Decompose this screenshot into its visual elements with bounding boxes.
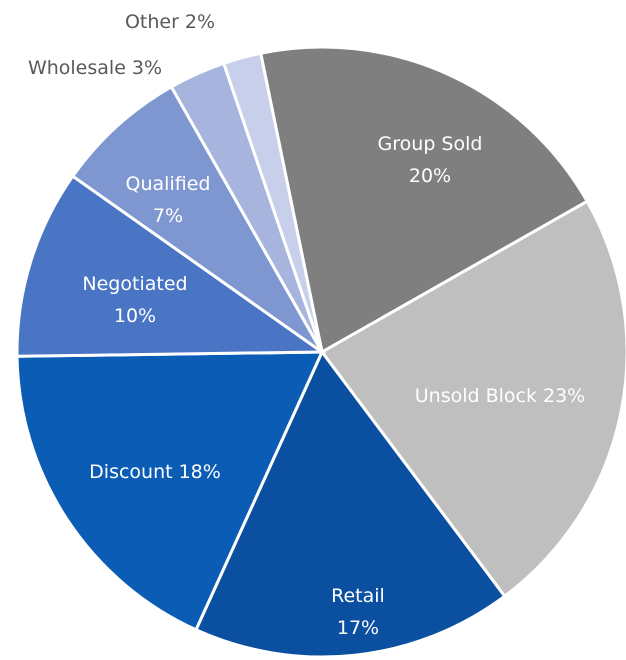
value-label: 20% [409,165,451,187]
pie-slice [15,350,325,632]
data-label: Group Sold 20% [378,133,483,187]
category-label: Unsold Block [415,385,537,407]
pie-slice [15,174,327,358]
data-label: Unsold Block 23% [415,385,585,407]
data-label: Negotiated 10% [82,273,187,327]
value-label: 23% [543,385,585,407]
category-label: Negotiated [82,273,187,295]
data-label: Qualified 7% [126,173,211,227]
value-label: 17% [337,617,379,639]
value-label: 7% [153,205,183,227]
category-label: Discount [89,461,172,483]
value-label: 3% [132,57,162,79]
data-label: Wholesale 3% [28,57,162,79]
category-label: Qualified [126,173,211,195]
category-label: Wholesale [28,57,126,79]
data-label: Retail 17% [331,585,385,639]
pie-slice [319,199,626,599]
pie-slice [258,45,590,355]
category-label: Group Sold [378,133,483,155]
category-label: Retail [331,585,385,607]
category-label: Other [125,11,179,33]
value-label: 10% [114,305,156,327]
pie-slice [194,349,507,659]
value-label: 2% [185,11,215,33]
pie-slice [221,51,324,353]
data-label: Other 2% [125,11,215,33]
pie-slice [70,84,324,354]
data-label: Discount 18% [89,461,221,483]
value-label: 18% [179,461,221,483]
